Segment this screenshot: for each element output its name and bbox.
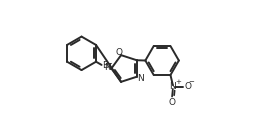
- Text: +: +: [176, 79, 182, 85]
- Text: −: −: [188, 79, 194, 85]
- Text: N: N: [104, 63, 110, 72]
- Text: O: O: [169, 98, 176, 107]
- Text: N: N: [138, 74, 144, 83]
- Text: O: O: [116, 48, 123, 57]
- Text: O: O: [185, 82, 192, 91]
- Text: N: N: [169, 82, 176, 91]
- Text: Br: Br: [102, 61, 112, 70]
